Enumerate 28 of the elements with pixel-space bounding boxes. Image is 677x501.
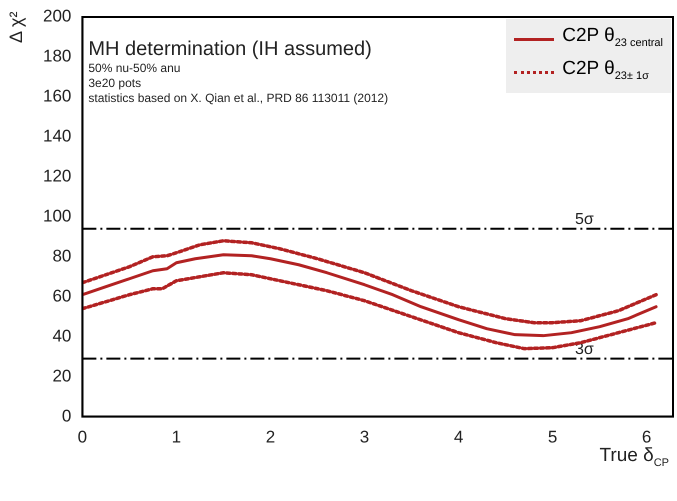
line-series	[82, 239, 658, 324]
y-tick-label: 40	[52, 326, 72, 346]
x-axis-title: True δ$_{CP}$	[600, 444, 669, 468]
x-tick-label: 5	[548, 427, 558, 446]
x-tick-label: 6	[642, 427, 652, 446]
annotation: statistics based on X. Qian et al., PRD 86 113011 (2012)	[88, 91, 388, 105]
y-tick-label: 120	[42, 166, 72, 186]
y-tick-label: 140	[42, 126, 72, 146]
x-tick-label: 2	[266, 427, 276, 446]
x-tick-label: 0	[78, 427, 88, 446]
annotation: 50% nu-50% anu	[88, 61, 180, 75]
y-tick-label: 160	[42, 86, 72, 106]
annotation: 3e20 pots	[88, 76, 142, 90]
y-tick-label: 60	[52, 286, 72, 306]
x-tick-label: 4	[454, 427, 464, 446]
y-tick-label: 180	[42, 46, 72, 66]
y-tick-label: 80	[52, 246, 72, 266]
legend-label: C2P θ$_{23± 1σ}$	[562, 56, 649, 84]
y-tick-label: 20	[52, 366, 72, 386]
y-axis-title: Δ χ²	[6, 12, 27, 43]
y-tick-label: 200	[42, 6, 72, 26]
x-tick-label: 1	[172, 427, 182, 446]
y-tick-label: 0	[62, 406, 72, 426]
annotation: MH determination (IH assumed)	[88, 38, 372, 60]
ref-line-label: 5σ	[575, 211, 594, 228]
y-tick-label: 100	[42, 206, 72, 226]
legend-label: C2P θ$_{23 central}$	[562, 24, 663, 51]
x-tick-label: 3	[360, 427, 370, 446]
